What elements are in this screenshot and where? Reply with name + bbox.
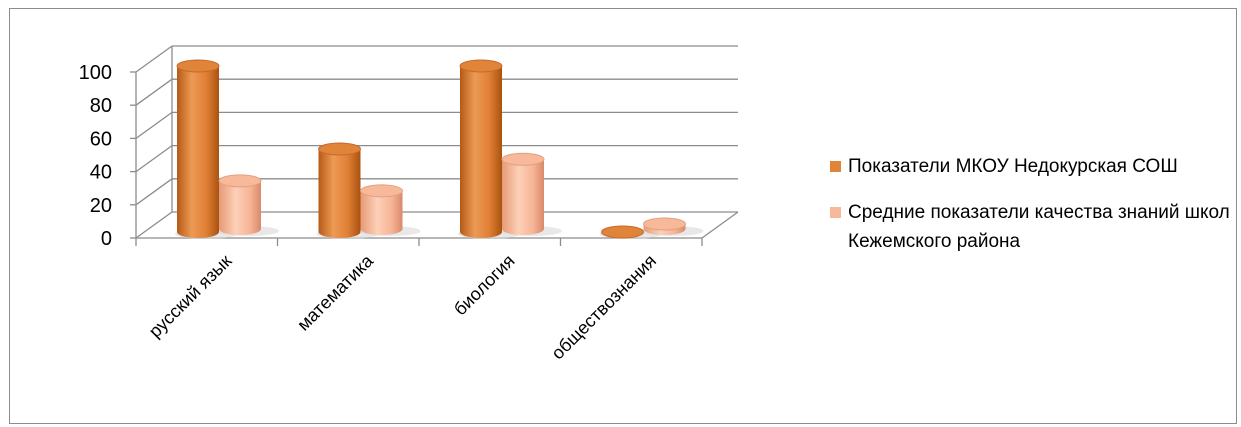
bar-top [360,184,403,198]
x-category-label: биология [450,251,519,320]
side-gridline [135,211,173,239]
floor-right-edge [701,211,739,239]
legend-item: Средние показатели качества знаний школ … [830,198,1235,256]
bar [360,184,403,235]
bar-top [176,59,220,73]
axis-layer [130,46,739,246]
y-tick-label: 20 [90,195,112,217]
legend-swatch [830,207,841,218]
bar-body [502,159,544,235]
y-tick-label: 80 [90,95,112,117]
y-tick-label: 60 [90,128,112,150]
y-tick-label: 0 [101,228,112,250]
bar-top [643,217,686,231]
bar [218,174,262,235]
chart-legend: Показатели МКОУ Недокурская СОШ Средние п… [830,152,1235,273]
bar-body [177,66,219,238]
bar [601,225,644,239]
bar-body [460,66,502,238]
legend-item: Показатели МКОУ Недокурская СОШ [830,152,1235,181]
bar-body [318,149,361,238]
x-category-label: обществознания [547,251,660,364]
bar-body [360,190,403,235]
legend-label: Показатели МКОУ Недокурская СОШ [848,156,1178,177]
x-category-label: математика [293,250,378,335]
x-category-label: русский язык [145,251,236,342]
side-gridline [135,45,173,73]
bar-body [219,180,261,235]
side-gridline [135,78,173,106]
bar-top [501,152,545,166]
bar-layer [176,59,686,239]
bar [643,217,686,235]
y-tick-label: 100 [79,62,112,84]
grid-layer [135,45,738,239]
bar-top [601,225,644,239]
bar [501,152,545,235]
bar [459,59,503,238]
bar-top [459,59,503,73]
legend-swatch [830,161,841,172]
bar-top [318,142,361,156]
legend-label: Средние показатели качества знаний школ … [848,202,1230,252]
side-gridline [135,178,173,206]
side-gridline [135,145,173,173]
side-gridline [135,111,173,139]
y-tick-label: 40 [90,162,112,184]
bar [318,142,361,238]
bar-top [218,174,262,188]
bar [176,59,220,238]
